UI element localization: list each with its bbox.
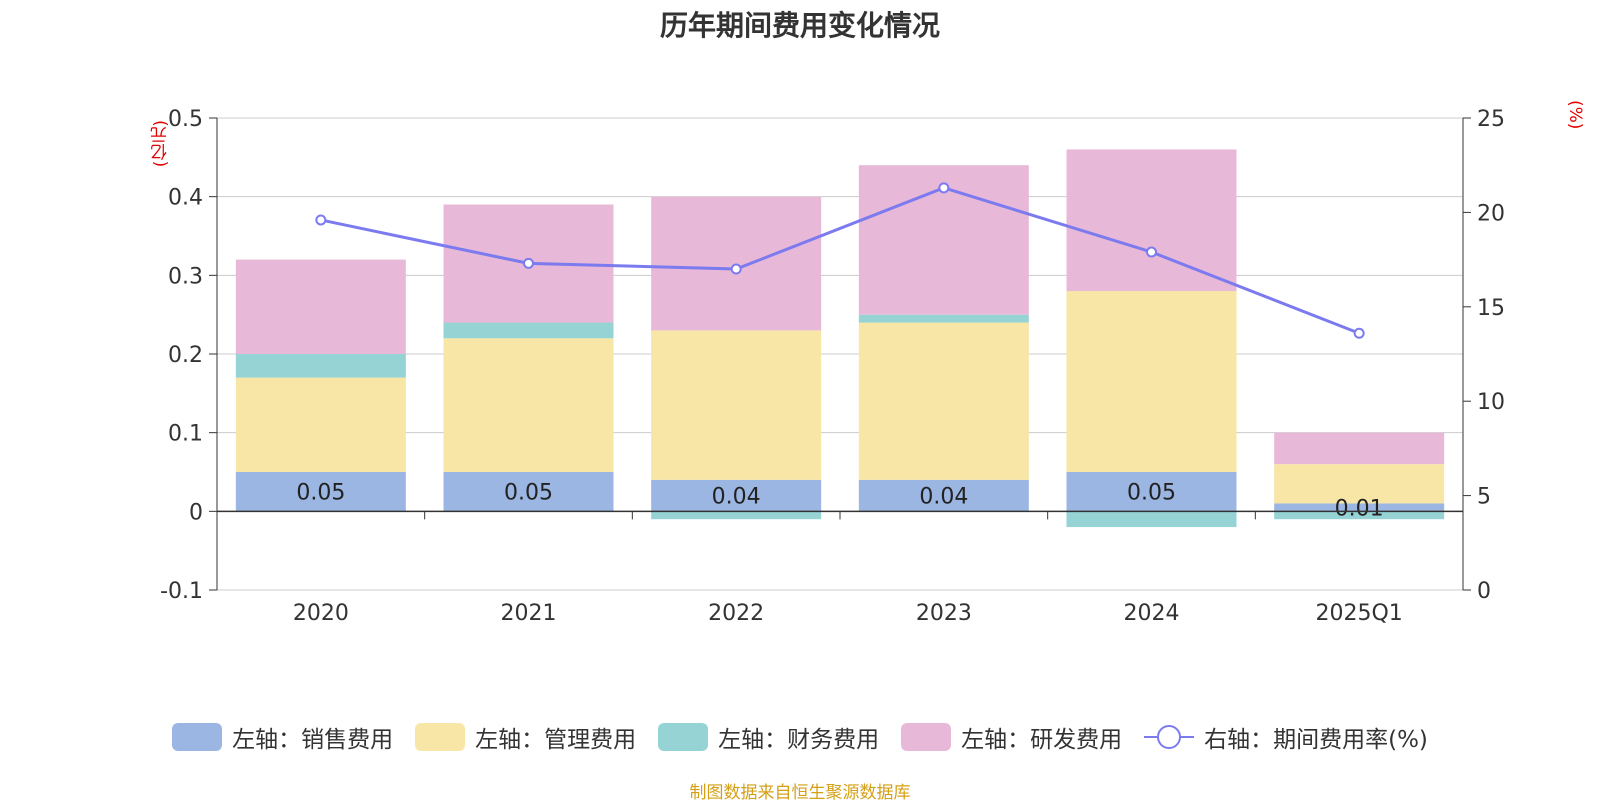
bar-data-label: 0.05 xyxy=(504,481,553,506)
bar-segment xyxy=(858,322,1029,480)
left-axis-tick-label: 0.3 xyxy=(168,264,203,289)
bar-segment xyxy=(235,472,406,512)
chart-legend: 左轴：销售费用 左轴：管理费用 左轴：财务费用 左轴：研发费用 右轴：期间费用率… xyxy=(0,720,1600,754)
bar-segment xyxy=(1066,511,1237,528)
legend-item-admin[interactable]: 左轴：管理费用 xyxy=(415,720,636,754)
legend-swatch-finance xyxy=(658,723,709,751)
bar-segment xyxy=(651,479,822,512)
right-axis-unit: (%) xyxy=(1565,100,1585,130)
bar-segment xyxy=(651,511,822,520)
legend-swatch-admin xyxy=(415,723,466,751)
bar-data-label: 0.01 xyxy=(1335,496,1384,521)
expense-ratio-point xyxy=(1353,327,1365,339)
bar-segment xyxy=(1274,511,1445,520)
x-axis-tick-label: 2022 xyxy=(708,601,764,626)
x-axis-tick-label: 2025Q1 xyxy=(1316,601,1403,626)
expense-ratio-point xyxy=(523,257,534,269)
legend-swatch-sales xyxy=(172,723,223,751)
bar-data-label: 0.05 xyxy=(296,481,345,506)
bar-segment xyxy=(858,479,1029,512)
right-axis-tick-label: 15 xyxy=(1477,296,1505,321)
legend-label-admin: 左轴：管理费用 xyxy=(475,727,637,753)
bar-segment xyxy=(1066,149,1237,292)
legend-item-rnd[interactable]: 左轴：研发费用 xyxy=(901,720,1122,754)
expense-ratio-line xyxy=(320,186,1360,335)
x-axis-tick-label: 2023 xyxy=(916,601,972,626)
bar-segment xyxy=(443,322,614,339)
legend-label-expense-ratio: 右轴：期间费用率(%) xyxy=(1204,727,1428,753)
x-axis-tick-label: 2021 xyxy=(501,601,557,626)
bar-segment xyxy=(1066,291,1237,472)
expense-ratio-point xyxy=(938,182,950,194)
bar-segment xyxy=(443,338,614,472)
bar-data-label: 0.04 xyxy=(712,485,761,510)
legend-item-finance[interactable]: 左轴：财务费用 xyxy=(658,720,879,754)
data-source-note: 制图数据来自恒生聚源数据库 xyxy=(689,783,911,803)
legend-swatch-rnd xyxy=(901,723,952,751)
chart-title: 历年期间费用变化情况 xyxy=(659,9,940,42)
right-axis-tick-label: 0 xyxy=(1477,579,1491,604)
left-axis-tick-label: 0.5 xyxy=(168,107,203,132)
left-axis-tick-label: 0.1 xyxy=(168,422,203,447)
bar-segment xyxy=(651,330,822,480)
expense-ratio-point xyxy=(730,263,742,275)
bar-segment xyxy=(235,377,406,472)
bar-segment xyxy=(1066,472,1237,512)
bar-segment xyxy=(651,196,822,331)
expense-ratio-point xyxy=(315,214,327,226)
legend-item-sales[interactable]: 左轴：销售费用 xyxy=(172,720,393,754)
x-axis-tick-label: 2024 xyxy=(1124,601,1180,626)
bar-segment xyxy=(858,314,1029,323)
left-axis-tick-label: 0.2 xyxy=(168,343,203,368)
right-axis-tick-label: 5 xyxy=(1477,485,1491,510)
legend-label-sales: 左轴：销售费用 xyxy=(232,727,394,753)
left-axis-tick-label: -0.1 xyxy=(160,579,203,604)
bar-segment xyxy=(443,472,614,512)
expense-ratio-point xyxy=(1146,246,1157,258)
bar-segment xyxy=(235,354,406,378)
legend-swatch-expense-ratio xyxy=(1144,723,1195,751)
bar-segment xyxy=(235,259,406,354)
bar-segment xyxy=(1274,464,1445,504)
bar-data-label: 0.05 xyxy=(1127,481,1176,506)
legend-label-rnd: 左轴：研发费用 xyxy=(961,727,1123,753)
right-axis-tick-label: 25 xyxy=(1477,107,1505,132)
bar-segment xyxy=(1274,432,1445,465)
right-axis-tick-label: 10 xyxy=(1477,390,1505,415)
left-axis-tick-label: 0.4 xyxy=(168,186,203,211)
bar-data-label: 0.04 xyxy=(919,485,968,510)
bar-segment xyxy=(1274,503,1445,512)
legend-item-expense-ratio[interactable]: 右轴：期间费用率(%) xyxy=(1144,720,1428,754)
x-axis-tick-label: 2020 xyxy=(293,601,349,626)
legend-label-finance: 左轴：财务费用 xyxy=(718,727,880,753)
left-axis-tick-label: 0 xyxy=(189,500,203,525)
right-axis-tick-label: 20 xyxy=(1477,201,1505,226)
